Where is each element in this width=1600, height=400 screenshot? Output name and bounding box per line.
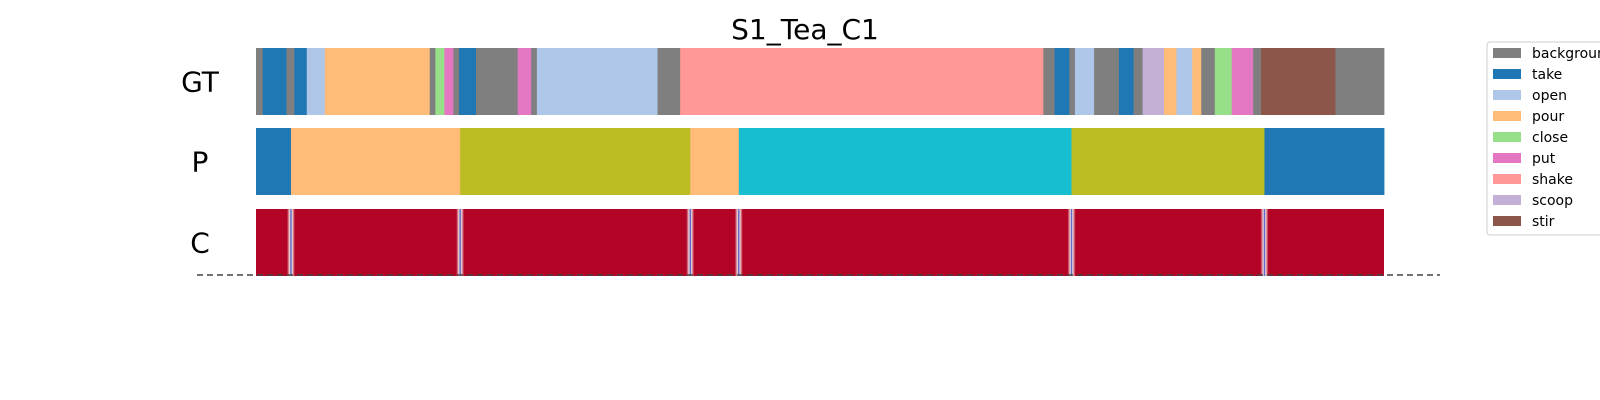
confidence-boundary [456,209,465,276]
confidence-boundary [286,209,295,276]
row-label: C [190,227,210,260]
segment-take [1264,128,1385,195]
segment-pour [324,48,431,115]
segment-take [1118,48,1134,115]
segment-take [459,48,477,115]
segment-background [453,48,460,115]
segment-background [1133,48,1143,115]
segment-take [294,48,308,115]
segment-open [536,48,658,115]
chart-title: S1_Tea_C1 [731,13,879,46]
segment-background [657,48,681,115]
row-gt: GT [181,48,1385,115]
legend-swatch-close [1493,132,1521,142]
segment-unlabeled [1071,128,1265,195]
segment-background [1201,48,1216,115]
legend-label-put: put [1532,151,1556,167]
segment-background [1043,48,1056,115]
legend-swatch-pour [1493,111,1521,121]
segment-shake [680,48,1044,115]
segment-pour [1164,48,1177,115]
segment-background [286,48,295,115]
segment-background [531,48,538,115]
segment-background [475,48,519,115]
segment-background [1335,48,1385,115]
legend-label-shake: shake [1532,172,1573,188]
segment-background [1094,48,1120,115]
legend-swatch-take [1493,69,1521,79]
segment-open [1176,48,1193,115]
legend-label-scoop: scoop [1532,193,1573,209]
segment-pour [690,128,740,195]
segment-unlabeled [738,128,1072,195]
segment-open [306,48,326,115]
legend-label-take: take [1532,67,1562,83]
legend-label-stir: stir [1532,214,1555,230]
legend-swatch-stir [1493,216,1521,226]
confidence-boundary [1260,209,1269,276]
segment-put [1231,48,1254,115]
segment-take [256,128,292,195]
segment-pour [1192,48,1202,115]
legend-label-background: background [1532,46,1600,62]
legend-swatch-open [1493,90,1521,100]
row-p: P [192,128,1385,195]
segment-scoop [1142,48,1165,115]
segment-put [444,48,454,115]
row-label: GT [181,66,220,99]
segment-take [1054,48,1070,115]
segment-pour [290,128,461,195]
confidence-boundary [734,209,743,276]
legend-label-open: open [1532,88,1567,104]
segment-close [435,48,445,115]
segment-take [262,48,287,115]
legend-swatch-background [1493,48,1521,58]
legend: background take open pour close put shake scoop… [1486,41,1600,236]
segment-stir [1261,48,1336,115]
segment-background [256,48,264,115]
segment-background [1253,48,1262,115]
row-label: P [192,146,209,179]
timeline-rows: GT P C [181,48,1385,276]
segment-background [1069,48,1076,115]
legend-label-close: close [1532,130,1568,146]
segment-unlabeled [460,128,691,195]
segment-put [517,48,532,115]
legend-swatch-shake [1493,174,1521,184]
legend-label-pour: pour [1532,109,1564,125]
legend-swatch-put [1493,153,1521,163]
row-c: C [190,209,1384,276]
legend-swatch-scoop [1493,195,1521,205]
confidence-boundary [686,209,695,276]
segment-background [429,48,436,115]
segment-open [1074,48,1095,115]
segment-close [1214,48,1233,115]
confidence-boundary [1067,209,1076,276]
confidence-band [256,209,1384,276]
